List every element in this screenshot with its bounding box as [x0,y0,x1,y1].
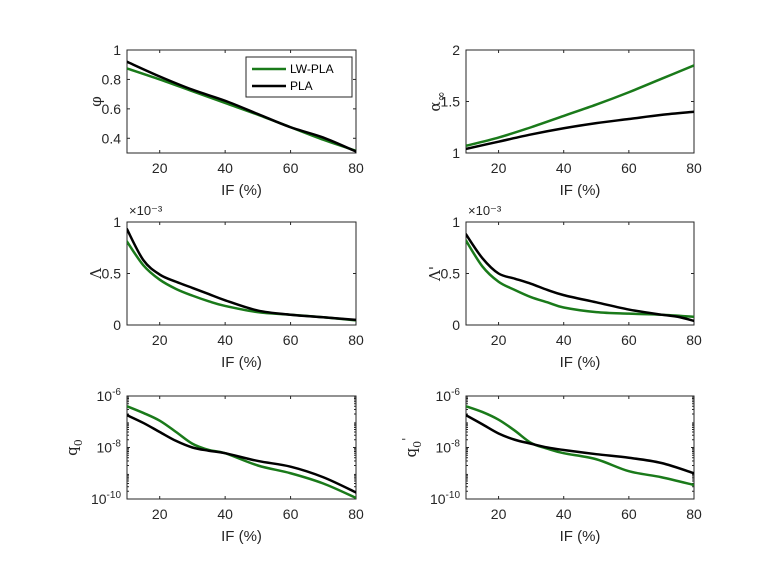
series-line-pla [466,413,694,475]
x-tick-label: 20 [491,160,507,176]
y-axis-label: Λ [87,268,105,280]
subplot-1: 20 40 60 80 0.4 0.6 0.8 1 IF (%) φ LW-PLA PLA [87,42,364,199]
subplot-5: 20 40 60 80 10-10 10-8 10-6 IF (%) q0 [63,387,364,545]
y-tick-label: 0 [452,317,460,333]
subplot-6: 20 40 60 80 10-10 10-8 10-6 IF (%) q0' [400,387,702,545]
subplot-3: 20 40 60 80 0 0.5 1 ×10⁻³ IF (%) Λ [87,203,364,371]
axes-frame [465,221,695,326]
y-tick-label: 1.5 [441,94,461,110]
x-tick-label: 20 [491,506,507,522]
y-tick-label: 0.6 [102,101,122,117]
legend: LW-PLA PLA [245,56,353,98]
y-tick-label: 1 [113,42,121,58]
x-tick-label: 60 [621,506,637,522]
x-tick-label: 80 [348,160,364,176]
x-tick-label: 60 [283,506,299,522]
y-tick-label: 10-8 [436,439,461,456]
x-tick-label: 40 [556,332,572,348]
y-axis-label: α∞ [426,91,448,111]
y-exponent-label: ×10⁻³ [468,203,502,218]
x-axis-label: IF (%) [560,528,601,545]
y-tick-label: 0 [113,317,121,333]
y-tick-label: 1 [113,214,121,230]
x-tick-label: 20 [152,506,168,522]
x-tick-label: 60 [283,332,299,348]
x-tick-label: 80 [686,160,702,176]
x-axis-label: IF (%) [221,354,262,371]
y-tick-label: 0.4 [102,130,122,146]
x-axis-label: IF (%) [221,528,262,545]
y-tick-label: 10-6 [97,387,122,404]
y-axis-label: q0 [63,439,85,456]
legend-entry: LW-PLA [290,62,334,76]
x-axis-label: IF (%) [221,182,262,199]
series-line-pla [127,60,356,153]
x-tick-label: 60 [621,332,637,348]
legend-entry: PLA [290,79,313,93]
x-tick-label: 40 [556,160,572,176]
series-line-pla [466,233,694,323]
y-tick-label: 0.5 [102,266,122,282]
y-tick-label: 1 [452,214,460,230]
y-axis-label: q0' [400,438,424,458]
series-line-pla [127,227,356,322]
y-tick-label: 10-8 [97,439,122,456]
series-line-lw-pla [127,67,356,153]
x-tick-label: 40 [217,332,233,348]
axes-frame [126,221,357,326]
y-tick-label: 10-10 [430,490,460,507]
y-exponent-label: ×10⁻³ [129,203,163,218]
y-axis-label: φ [87,96,105,107]
legend-box [245,56,353,98]
x-tick-label: 80 [686,332,702,348]
x-tick-label: 20 [152,332,168,348]
subplot-2: 20 40 60 80 1 1.5 2 IF (%) α∞ [426,42,702,199]
y-tick-label: 10-10 [91,490,121,507]
x-tick-label: 80 [686,506,702,522]
x-tick-label: 40 [217,506,233,522]
y-axis-label: Λ' [426,266,444,282]
y-tick-label: 0.5 [441,266,461,282]
y-tick-label: 10-6 [436,387,461,404]
subplot-4: 20 40 60 80 0 0.5 1 ×10⁻³ IF (%) Λ' [426,203,702,371]
series-line-lw-pla [466,64,694,148]
series-line-pla [466,110,694,151]
x-axis-label: IF (%) [560,354,601,371]
x-tick-label: 20 [152,160,168,176]
y-tick-label: 1 [452,145,460,161]
x-tick-label: 80 [348,506,364,522]
series-line-pla [127,413,356,494]
x-tick-label: 60 [283,160,299,176]
axes-frame [465,395,695,500]
series-line-lw-pla [466,239,694,319]
x-tick-label: 40 [556,506,572,522]
y-tick-label: 2 [452,42,460,58]
x-tick-label: 80 [348,332,364,348]
y-tick-label: 0.8 [102,71,122,87]
x-tick-label: 60 [621,160,637,176]
x-axis-label: IF (%) [560,182,601,199]
x-tick-label: 20 [491,332,507,348]
x-tick-label: 40 [217,160,233,176]
